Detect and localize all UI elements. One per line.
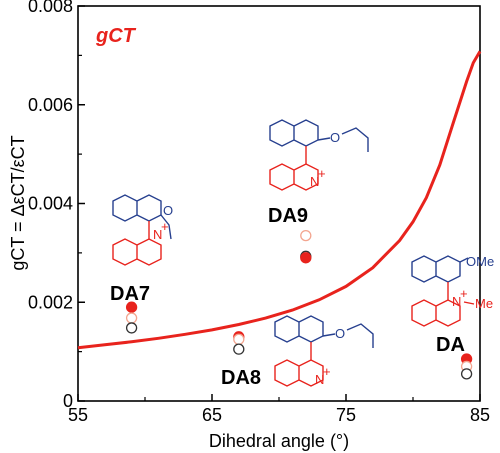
- legend-label: gCT: [95, 25, 137, 47]
- data-point-da: [460, 368, 473, 380]
- svg-text:+: +: [460, 286, 468, 301]
- x-tick-label: 65: [202, 405, 222, 425]
- structure-da9: O N +: [269, 119, 369, 191]
- data-point-da8: [233, 343, 245, 355]
- x-axis-title: Dihedral angle (°): [209, 431, 349, 451]
- structure-da8: O N +: [274, 315, 374, 387]
- data-point-da7: [125, 301, 138, 313]
- svg-text:N: N: [153, 227, 162, 242]
- svg-text:Me: Me: [475, 296, 493, 311]
- y-tick-label: 0.006: [28, 95, 73, 115]
- y-axis: 0 0.002 0.004 0.006 0.008: [28, 0, 85, 411]
- data-point-da8: [233, 333, 245, 345]
- compound-label-da7: DA7: [110, 283, 150, 305]
- svg-text:OMe: OMe: [466, 254, 494, 269]
- data-point-da9: [300, 229, 312, 242]
- svg-text:+: +: [318, 166, 326, 181]
- svg-text:N: N: [310, 174, 319, 189]
- compound-label-da9: DA9: [268, 205, 308, 227]
- data-points: [125, 229, 473, 380]
- x-tick-label: 55: [68, 405, 88, 425]
- svg-text:O: O: [330, 130, 340, 145]
- x-tick-label: 85: [470, 405, 490, 425]
- curve-line: [77, 50, 482, 350]
- structure-da: OMe N + Me: [411, 254, 494, 327]
- structure-da7: O N +: [112, 194, 173, 266]
- svg-text:O: O: [163, 203, 173, 218]
- data-point-da9: [300, 252, 312, 264]
- svg-text:N: N: [315, 372, 324, 387]
- y-tick-label: 0: [63, 391, 73, 411]
- data-point-da7: [125, 312, 138, 324]
- y-tick-label: 0.002: [28, 292, 73, 312]
- y-tick-label: 0.008: [28, 0, 73, 16]
- compound-label-da8: DA8: [221, 367, 261, 389]
- data-point-da7: [125, 322, 138, 334]
- svg-text:+: +: [323, 364, 331, 379]
- svg-text:+: +: [161, 219, 169, 234]
- y-tick-label: 0.004: [28, 194, 73, 214]
- x-axis: 55 65 75 85: [68, 394, 490, 425]
- x-tick-label: 75: [336, 405, 356, 425]
- compound-label-da: DA: [436, 334, 465, 356]
- svg-text:N: N: [452, 294, 461, 309]
- svg-text:O: O: [335, 326, 345, 341]
- y-axis-title: gCT = ΔεCT/εCT: [8, 135, 28, 270]
